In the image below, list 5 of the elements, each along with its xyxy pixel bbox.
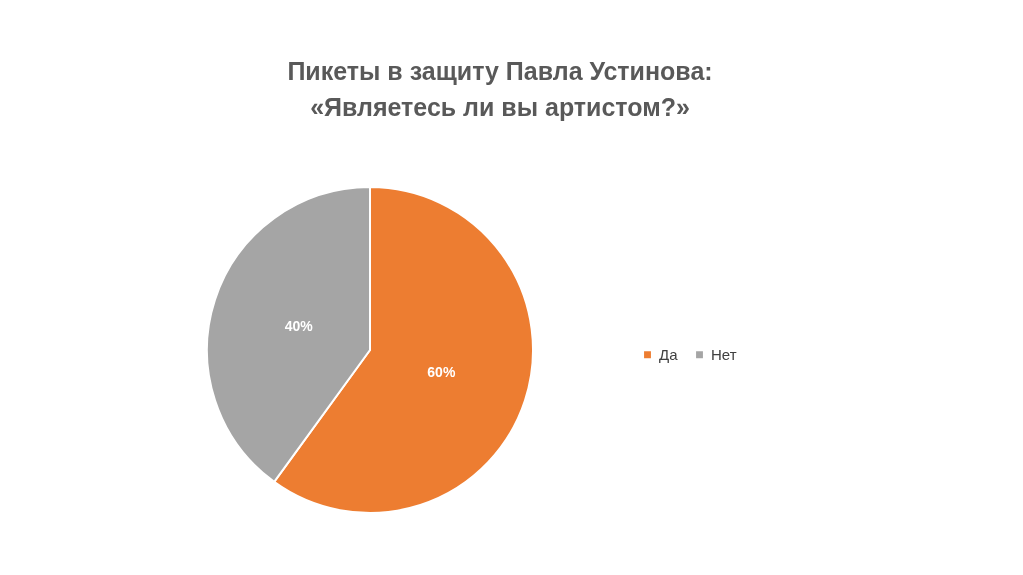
legend-label: Да bbox=[659, 345, 679, 363]
legend-label: Нет bbox=[711, 345, 737, 363]
chart-title: Пикеты в защиту Павла Устинова: «Являетесь ли вы артистом?» bbox=[287, 57, 713, 121]
data-label: 40% bbox=[284, 317, 314, 334]
data-label: 60% bbox=[427, 364, 456, 381]
